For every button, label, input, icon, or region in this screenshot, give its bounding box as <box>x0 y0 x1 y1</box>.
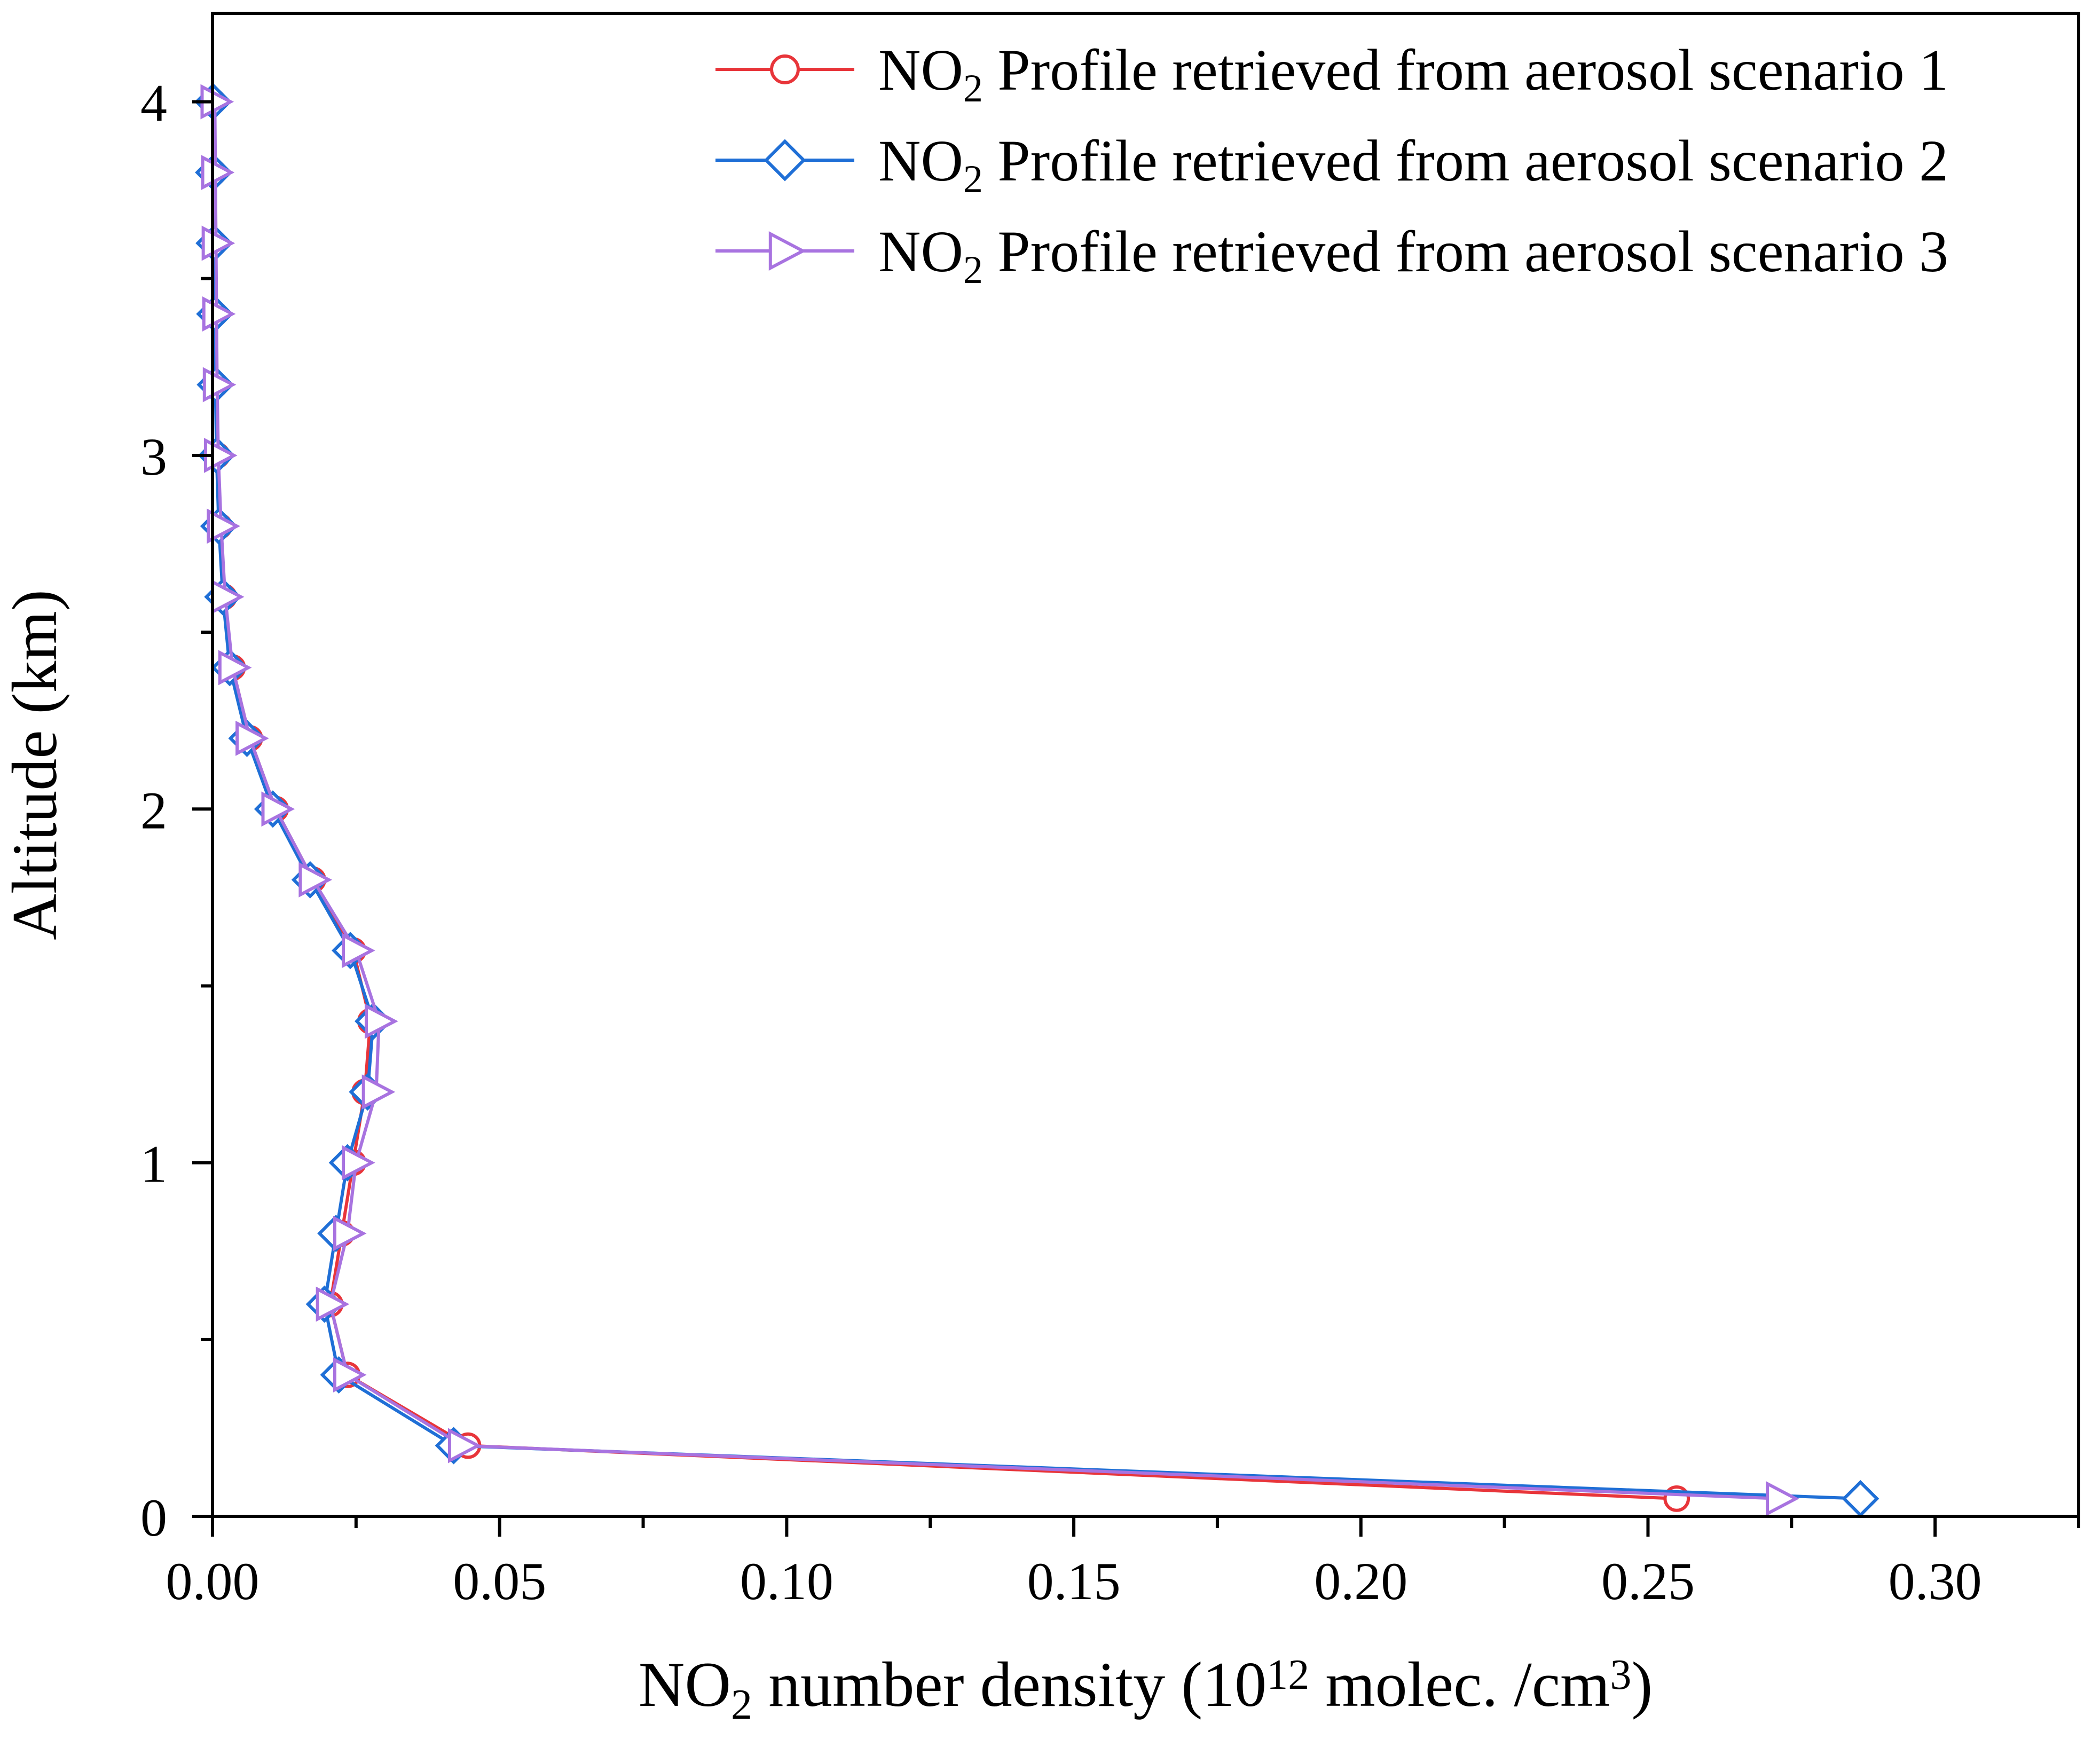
x-axis-label-part: 12 <box>1267 1651 1309 1698</box>
legend-label: NO2 Profile retrieved from aerosol scena… <box>878 37 1948 111</box>
triangle-marker <box>447 1428 482 1463</box>
triangle-marker <box>235 720 269 756</box>
triangle-marker <box>1766 1481 1799 1516</box>
circle-marker <box>770 54 800 84</box>
x-tick-label: 0.30 <box>1889 1552 1982 1611</box>
legend-item: NO2 Profile retrieved from aerosol scena… <box>715 219 1948 292</box>
series-layer <box>194 83 1879 1517</box>
legend-item: NO2 Profile retrieved from aerosol scena… <box>715 128 1948 201</box>
legend-label-part: 2 <box>963 158 983 201</box>
axis-labels: 0.00 0.05 0.10 0.15 0.20 0.25 0.3001234Altitud… <box>0 74 1982 1728</box>
x-tick-label: 0.05 <box>453 1552 546 1611</box>
legend-label-part: NO <box>878 219 963 284</box>
legend-item: NO2 Profile retrieved from aerosol scena… <box>715 37 1948 111</box>
x-axis-label-part: NO <box>639 1649 731 1720</box>
x-tick-label: 0.10 <box>740 1552 833 1611</box>
y-tick-label: 3 <box>140 427 167 486</box>
triangle-marker <box>316 1286 350 1322</box>
triangle-marker <box>768 231 807 271</box>
triangle-marker <box>298 862 333 898</box>
legend-label-part: 2 <box>963 248 983 292</box>
x-axis-label-part: 2 <box>731 1681 752 1728</box>
legend-label-part: NO <box>878 128 963 193</box>
y-tick-label: 1 <box>140 1135 167 1194</box>
legend-label-part: Profile retrieved from aerosol scenario … <box>983 219 1948 284</box>
triangle-marker <box>333 1357 367 1393</box>
y-tick-label: 2 <box>140 781 167 840</box>
plot-frame <box>211 12 2080 1518</box>
x-axis-label-part: 3 <box>1610 1651 1631 1698</box>
x-tick-label: 0.25 <box>1601 1552 1695 1611</box>
y-axis-label: Altitude (km) <box>0 589 70 940</box>
diamond-marker <box>764 139 806 182</box>
x-axis-label-part: number density (10 <box>752 1649 1267 1720</box>
ticks-layer <box>192 100 2080 1537</box>
x-tick-label: 0.20 <box>1314 1552 1407 1611</box>
legend-label: NO2 Profile retrieved from aerosol scena… <box>878 128 1948 201</box>
triangle-marker <box>361 1074 396 1110</box>
x-axis-label: NO2 number density (1012 molec. /cm3) <box>639 1649 1653 1728</box>
y-tick-label: 0 <box>140 1488 167 1547</box>
y-tick-label: 4 <box>140 74 167 133</box>
legend-label-part: Profile retrieved from aerosol scenario … <box>983 128 1948 193</box>
legend-label-part: Profile retrieved from aerosol scenario … <box>983 37 1948 103</box>
x-axis-label-part: ) <box>1631 1649 1653 1720</box>
triangle-marker <box>342 933 375 969</box>
x-tick-label: 0.15 <box>1027 1552 1121 1611</box>
legend-label-part: 2 <box>963 67 983 111</box>
triangle-marker <box>201 225 235 261</box>
triangle-marker <box>218 650 252 686</box>
legend-label: NO2 Profile retrieved from aerosol scena… <box>878 219 1948 292</box>
x-tick-label: 0.00 <box>166 1552 259 1611</box>
legend: NO2 Profile retrieved from aerosol scena… <box>715 37 1948 292</box>
triangle-marker <box>365 1003 398 1039</box>
triangle-marker <box>207 508 240 544</box>
triangle-marker <box>333 1216 367 1252</box>
legend-label-part: NO <box>878 37 963 103</box>
triangle-marker <box>201 155 235 191</box>
x-axis-label-part: molec. /cm <box>1309 1649 1610 1720</box>
triangle-marker <box>342 1145 375 1181</box>
triangle-marker <box>261 791 295 827</box>
